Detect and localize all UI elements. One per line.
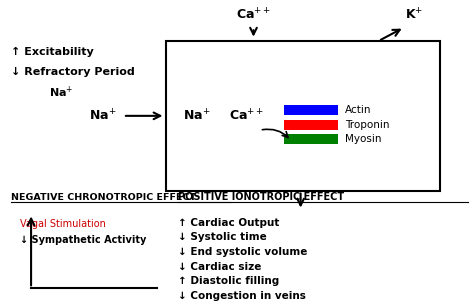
Text: POSITIVE IONOTROPIC EFFECT: POSITIVE IONOTROPIC EFFECT [178, 192, 344, 202]
Bar [166, 41, 439, 191]
Text: ↓ Congestion in veins: ↓ Congestion in veins [178, 291, 306, 301]
Text: Vagal Stimulation: Vagal Stimulation [20, 219, 106, 229]
Text: K$^{+}$: K$^{+}$ [405, 7, 423, 23]
Text: ↓ Cardiac size: ↓ Cardiac size [178, 261, 262, 272]
Text: Ca$^{++}$: Ca$^{++}$ [236, 7, 271, 23]
Bar [284, 134, 338, 144]
Text: ↓ End systolic volume: ↓ End systolic volume [178, 247, 308, 257]
Bar [284, 105, 338, 115]
Text: ↓ Sympathetic Activity: ↓ Sympathetic Activity [20, 235, 146, 245]
Text: ↑ Diastolic filling: ↑ Diastolic filling [178, 276, 279, 286]
Text: ↑ Excitability: ↑ Excitability [11, 47, 93, 57]
Text: Na$^{+}$: Na$^{+}$ [183, 108, 210, 124]
Bar [284, 120, 338, 130]
Text: Actin: Actin [346, 105, 372, 115]
Text: ↓ Systolic time: ↓ Systolic time [178, 232, 267, 242]
Text: Na$^{+}$: Na$^{+}$ [89, 108, 117, 124]
Text: ↑ Cardiac Output: ↑ Cardiac Output [178, 218, 280, 228]
Text: Ca$^{++}$: Ca$^{++}$ [229, 108, 264, 124]
Text: Na$^{+}$: Na$^{+}$ [48, 85, 73, 100]
Text: Troponin: Troponin [346, 120, 390, 130]
Text: Myosin: Myosin [346, 134, 382, 144]
Text: NEGATIVE CHRONOTROPIC EFFECT: NEGATIVE CHRONOTROPIC EFFECT [11, 193, 196, 202]
Text: ↓ Refractory Period: ↓ Refractory Period [11, 67, 135, 77]
